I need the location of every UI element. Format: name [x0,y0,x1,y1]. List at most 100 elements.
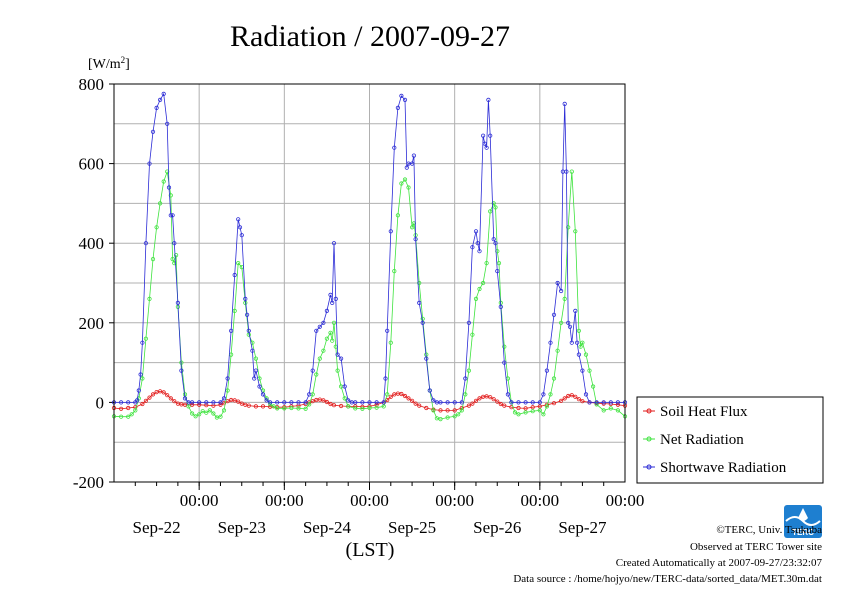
data-point [353,406,358,411]
data-point [452,408,457,413]
data-point [417,300,422,305]
data-point [493,205,498,210]
data-point [438,400,443,405]
data-point [580,368,585,373]
data-point [135,398,140,403]
data-point [197,402,202,407]
data-point [498,401,503,407]
data-point [438,408,443,413]
data-point [551,401,557,406]
data-point [502,403,507,408]
data-point [420,320,425,325]
data-point [413,401,418,406]
data-point [402,177,408,182]
data-point [562,396,567,401]
data-point [314,328,319,333]
data-point [470,332,475,337]
data-point [239,233,244,238]
data-point [491,237,496,242]
data-point [427,388,432,393]
data-point [175,300,180,305]
data-point [431,398,436,403]
data-point [495,268,500,274]
data-point [186,404,191,409]
data-point [170,213,175,218]
data-point [374,405,379,410]
data-point [459,408,464,413]
data-point [523,400,528,405]
data-point [158,201,163,206]
data-point [580,399,585,404]
data-point [482,141,487,146]
data-point [594,400,599,405]
data-point [211,400,216,405]
y-tick-label: -200 [73,473,104,492]
data-point [267,400,273,405]
data-point [243,296,248,301]
data-point [381,404,386,409]
data-point [253,356,258,361]
data-point [250,348,255,353]
data-point [321,348,326,353]
data-point [608,406,613,411]
data-point [335,368,340,373]
data-point [564,169,569,174]
data-point [452,400,457,405]
data-point [161,390,166,395]
data-point [158,389,163,394]
data-point [466,320,471,325]
data-point [388,394,393,399]
legend-label: Shortwave Radiation [660,460,787,476]
data-point [353,400,358,405]
legend-swatch-marker [646,464,652,470]
data-point [275,406,280,411]
y-axis-label: [W/m2] [88,55,130,72]
data-point [399,181,404,186]
legend-label: Soil Heat Flux [660,404,748,420]
x-time-label: 00:00 [265,491,304,510]
data-point [136,388,141,393]
x-date-label: Sep-23 [218,518,266,537]
data-point [583,352,589,357]
data-point [484,260,489,266]
data-point [544,404,550,409]
data-point [615,408,621,413]
data-point [587,400,592,405]
data-point [331,241,337,246]
data-point [218,402,223,407]
data-point [289,400,294,405]
data-point [541,392,546,397]
data-point [245,312,250,317]
data-point [409,225,415,230]
data-point [495,399,500,404]
data-point [333,296,338,301]
data-point [190,411,195,416]
data-point [330,338,335,343]
y-tick-label: 0 [96,393,105,412]
data-point [491,397,496,402]
x-time-label: 00:00 [435,491,474,510]
data-point [211,411,216,416]
data-point [385,328,390,333]
data-point [346,404,351,409]
created-text: Created Automatically at 2007-09-27/23:3… [616,557,823,569]
data-point [452,414,457,419]
data-point [486,97,491,103]
data-point [174,253,179,258]
legend: Soil Heat Flux Net Radiation Shortwave Rad… [636,396,824,484]
data-point [200,409,205,414]
data-point [324,399,329,405]
data-point [328,292,333,297]
data-point [221,408,227,413]
data-point [541,412,546,417]
data-point [197,400,202,405]
data-point [470,401,475,406]
data-point [477,249,482,254]
data-point [314,372,319,377]
data-point [548,340,553,345]
data-point [488,133,493,138]
data-point [147,296,152,301]
data-point [395,105,400,111]
data-point [236,399,241,404]
